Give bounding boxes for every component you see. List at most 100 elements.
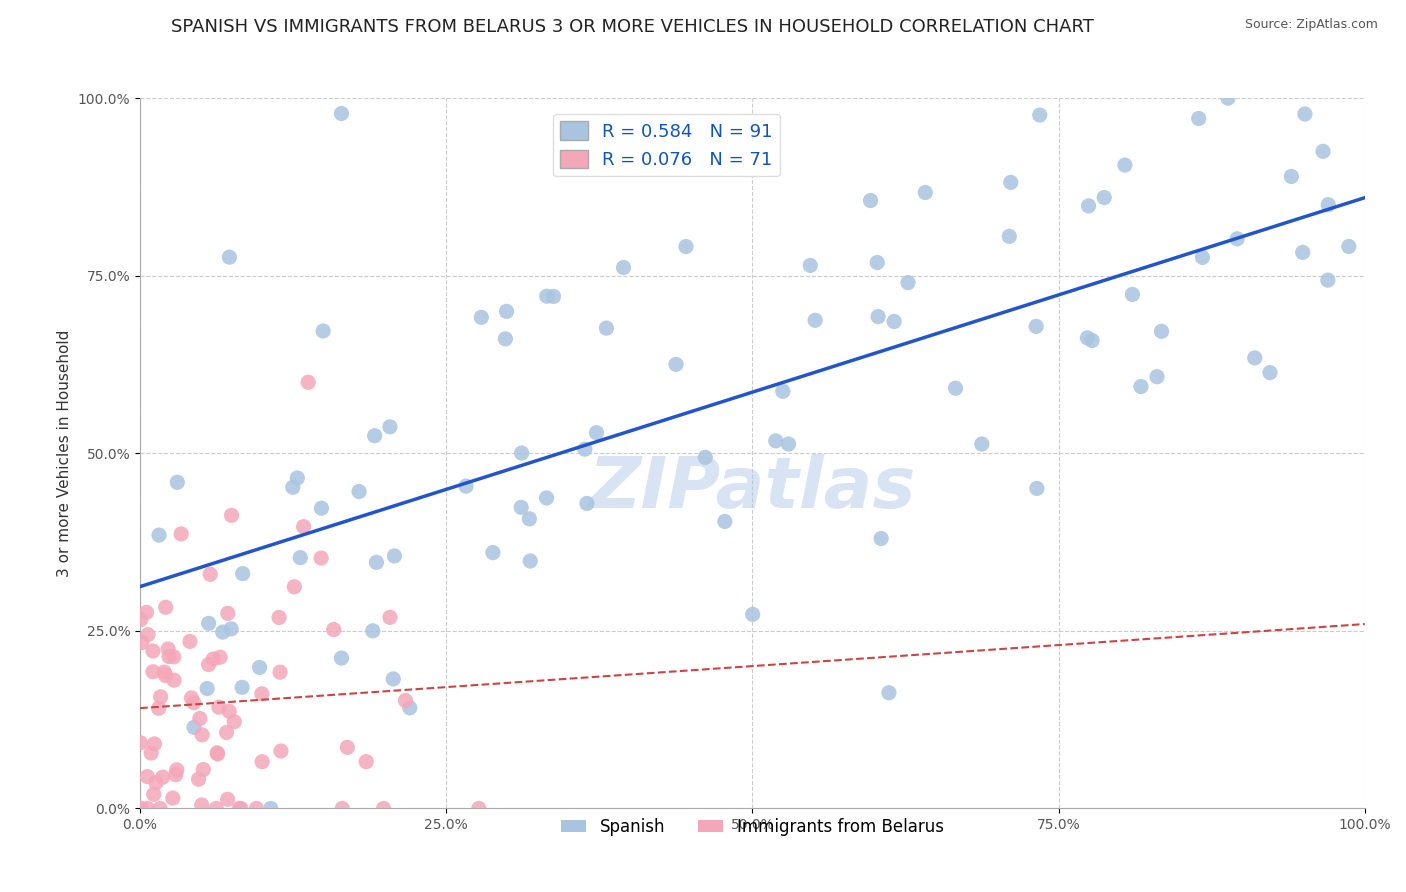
- Immigrants from Belarus: [208, 700, 231, 714]
- Spanish: [197, 616, 219, 631]
- Spanish: [347, 484, 370, 499]
- Immigrants from Belarus: [200, 567, 222, 582]
- Spanish: [1188, 112, 1211, 126]
- Immigrants from Belarus: [191, 797, 214, 812]
- Immigrants from Belarus: [221, 508, 243, 523]
- Spanish: [765, 434, 787, 448]
- Spanish: [1337, 239, 1360, 253]
- Spanish: [398, 701, 420, 715]
- Spanish: [195, 681, 218, 696]
- Spanish: [366, 555, 388, 569]
- Immigrants from Belarus: [155, 600, 177, 615]
- Immigrants from Belarus: [157, 642, 180, 657]
- Spanish: [218, 250, 240, 264]
- Immigrants from Belarus: [202, 652, 225, 666]
- Immigrants from Belarus: [136, 628, 159, 642]
- Immigrants from Belarus: [149, 690, 172, 704]
- Immigrants from Belarus: [468, 801, 491, 815]
- Immigrants from Belarus: [205, 746, 228, 760]
- Spanish: [510, 446, 533, 460]
- Immigrants from Belarus: [269, 665, 291, 680]
- Spanish: [778, 437, 800, 451]
- Immigrants from Belarus: [129, 801, 152, 815]
- Immigrants from Belarus: [250, 687, 273, 701]
- Immigrants from Belarus: [336, 740, 359, 755]
- Immigrants from Belarus: [188, 712, 211, 726]
- Spanish: [970, 437, 993, 451]
- Spanish: [1077, 199, 1099, 213]
- Immigrants from Belarus: [163, 649, 186, 664]
- Spanish: [612, 260, 634, 275]
- Immigrants from Belarus: [143, 737, 166, 751]
- Immigrants from Belarus: [378, 610, 401, 624]
- Immigrants from Belarus: [166, 763, 188, 777]
- Spanish: [378, 420, 401, 434]
- Spanish: [1312, 145, 1334, 159]
- Immigrants from Belarus: [309, 551, 332, 566]
- Spanish: [361, 624, 384, 638]
- Spanish: [1146, 369, 1168, 384]
- Immigrants from Belarus: [394, 693, 416, 707]
- Spanish: [695, 450, 717, 465]
- Spanish: [312, 324, 335, 338]
- Immigrants from Belarus: [155, 669, 177, 683]
- Spanish: [382, 672, 405, 686]
- Immigrants from Belarus: [205, 801, 228, 815]
- Immigrants from Belarus: [162, 791, 184, 805]
- Spanish: [517, 512, 540, 526]
- Spanish: [183, 720, 205, 734]
- Immigrants from Belarus: [330, 801, 353, 815]
- Spanish: [454, 479, 477, 493]
- Spanish: [1316, 273, 1339, 287]
- Immigrants from Belarus: [131, 635, 153, 649]
- Spanish: [166, 475, 188, 490]
- Spanish: [311, 501, 333, 516]
- Immigrants from Belarus: [217, 607, 239, 621]
- Spanish: [1092, 190, 1115, 204]
- Immigrants from Belarus: [218, 704, 240, 718]
- Spanish: [1258, 366, 1281, 380]
- Immigrants from Belarus: [193, 763, 215, 777]
- Immigrants from Belarus: [183, 696, 205, 710]
- Immigrants from Belarus: [187, 772, 209, 787]
- Spanish: [1029, 108, 1052, 122]
- Spanish: [330, 651, 353, 665]
- Spanish: [260, 801, 283, 815]
- Immigrants from Belarus: [142, 665, 165, 679]
- Immigrants from Belarus: [197, 657, 219, 672]
- Spanish: [211, 625, 233, 640]
- Spanish: [741, 607, 763, 622]
- Immigrants from Belarus: [145, 776, 167, 790]
- Spanish: [665, 358, 688, 372]
- Immigrants from Belarus: [165, 767, 187, 781]
- Immigrants from Belarus: [163, 673, 186, 688]
- Spanish: [870, 532, 893, 546]
- Spanish: [1025, 482, 1047, 496]
- Immigrants from Belarus: [322, 623, 344, 637]
- Spanish: [1191, 251, 1213, 265]
- Spanish: [1025, 319, 1047, 334]
- Spanish: [1129, 379, 1152, 393]
- Spanish: [575, 496, 598, 510]
- Immigrants from Belarus: [136, 801, 159, 815]
- Immigrants from Belarus: [149, 801, 172, 815]
- Legend: Spanish, Immigrants from Belarus: Spanish, Immigrants from Belarus: [554, 812, 950, 843]
- Spanish: [232, 566, 254, 581]
- Spanish: [219, 622, 242, 636]
- Immigrants from Belarus: [228, 801, 250, 815]
- Spanish: [1121, 287, 1143, 301]
- Spanish: [330, 106, 353, 120]
- Immigrants from Belarus: [142, 644, 165, 658]
- Immigrants from Belarus: [373, 801, 395, 815]
- Spanish: [543, 289, 565, 303]
- Spanish: [1279, 169, 1302, 184]
- Immigrants from Belarus: [152, 770, 174, 784]
- Spanish: [1292, 245, 1315, 260]
- Immigrants from Belarus: [224, 714, 246, 729]
- Spanish: [859, 194, 882, 208]
- Spanish: [519, 554, 541, 568]
- Spanish: [1081, 334, 1104, 348]
- Spanish: [883, 314, 905, 328]
- Text: SPANISH VS IMMIGRANTS FROM BELARUS 3 OR MORE VEHICLES IN HOUSEHOLD CORRELATION C: SPANISH VS IMMIGRANTS FROM BELARUS 3 OR …: [172, 18, 1094, 36]
- Spanish: [249, 660, 271, 674]
